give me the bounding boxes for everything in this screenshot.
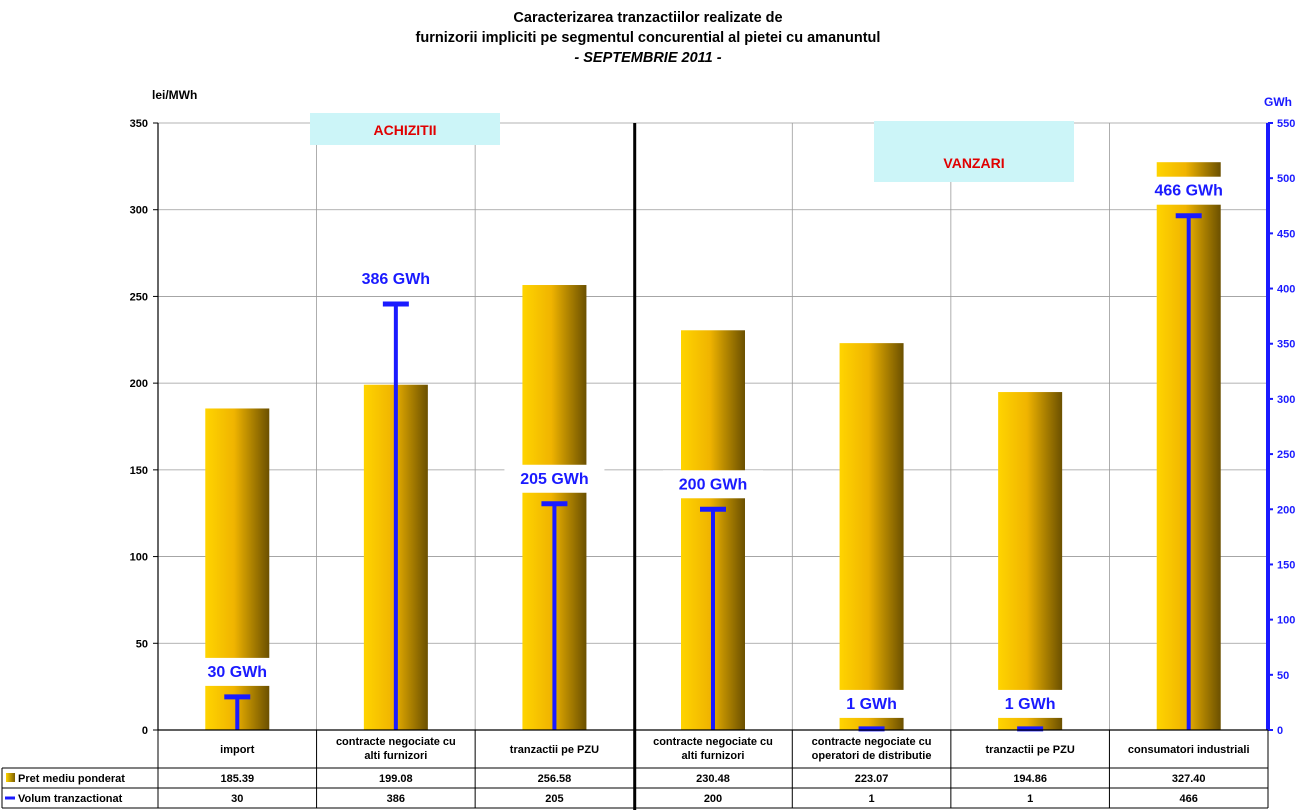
left-axis-tick-label: 100: [130, 552, 148, 564]
category-label: contracte negociate cu: [812, 736, 932, 748]
volume-data-label: 1 GWh: [1005, 696, 1056, 713]
volume-table-cell: 200: [704, 793, 722, 805]
price-table-cell: 256.58: [538, 773, 572, 785]
volume-label-bg: [504, 464, 605, 493]
volume-label-bg: [980, 689, 1081, 718]
right-axis-tick-label: 300: [1277, 394, 1295, 406]
category-label: contracte negociate cu: [653, 736, 773, 748]
right-axis-tick-label: 200: [1277, 504, 1295, 516]
chart-title-line-1: Caracterizarea tranzactiilor realizate d…: [513, 10, 782, 26]
volume-table-cell: 386: [387, 793, 405, 805]
volume-label-bg: [187, 657, 288, 686]
right-axis-tick-label: 350: [1277, 339, 1295, 351]
right-axis-unit: GWh: [1264, 95, 1292, 109]
volume-data-label: 466 GWh: [1154, 183, 1222, 200]
volume-table-cell: 1: [1027, 793, 1033, 805]
volume-data-label: 1 GWh: [846, 696, 897, 713]
volume-data-label: 205 GWh: [520, 471, 588, 488]
section-box-vanzari: [874, 121, 1074, 182]
category-label: import: [220, 744, 255, 756]
price-table-cell: 199.08: [379, 773, 413, 785]
right-axis-tick-label: 100: [1277, 615, 1295, 627]
category-label: contracte negociate cu: [336, 736, 456, 748]
left-axis-tick-label: 250: [130, 291, 148, 303]
price-table-cell: 327.40: [1172, 773, 1206, 785]
right-axis-tick-label: 150: [1277, 559, 1295, 571]
data-table: import contracte negociate cu alti furnizo…: [1, 730, 1269, 809]
right-axis-tick-label: 400: [1277, 284, 1295, 296]
volume-table-cell: 466: [1180, 793, 1198, 805]
section-labels: ACHIZITII VANZARI: [310, 113, 1074, 182]
price-table-cell: 230.48: [696, 773, 730, 785]
section-label-vanzari: VANZARI: [943, 155, 1004, 171]
left-axis-tick-label: 350: [130, 118, 148, 130]
price-bar: [998, 392, 1063, 730]
right-axis-tick-label: 550: [1277, 118, 1295, 130]
left-axis-tick-label: 300: [130, 205, 148, 217]
legend-label-price: Pret mediu ponderat: [18, 773, 125, 785]
price-table-cell: 223.07: [855, 773, 889, 785]
section-box-achizitii: [310, 113, 500, 145]
volume-data-label: 30 GWh: [208, 664, 268, 681]
left-axis-tick-label: 50: [136, 638, 148, 650]
right-axis-tick-label: 450: [1277, 228, 1295, 240]
category-label: alti furnizori: [364, 750, 427, 762]
volume-label-bg: [663, 470, 763, 499]
right-axis-tick-label: 50: [1277, 670, 1289, 682]
category-label: alti furnizori: [682, 750, 745, 762]
price-bar: [839, 343, 904, 730]
volume-table-cell: 30: [231, 793, 243, 805]
price-table-cell: 194.86: [1013, 773, 1047, 785]
category-label: tranzactii pe PZU: [986, 744, 1075, 756]
right-axis-tick-label: 0: [1277, 725, 1283, 737]
volume-label-bg: [821, 689, 922, 718]
category-label: operatori de distributie: [812, 750, 932, 762]
volume-label-bg: [345, 264, 446, 293]
axes: 0 50 100 150 200 250 300 350 0 50 100 150 200 250 300 3…: [130, 118, 1295, 810]
section-label-achizitii: ACHIZITII: [374, 122, 437, 138]
category-label: consumatori industriali: [1128, 744, 1250, 756]
volume-label-bg: [1138, 176, 1239, 205]
volume-markers: 30 GWh 386 GWh 205 GWh 200 GWh 1 GWh 1 GWh 466…: [187, 176, 1239, 732]
legend-swatch-price: [6, 773, 15, 782]
volume-data-label: 200 GWh: [679, 476, 747, 493]
volume-table-cell: 1: [869, 793, 875, 805]
volume-table-cell: 205: [545, 793, 563, 805]
right-axis-tick-label: 500: [1277, 173, 1295, 185]
left-axis-tick-label: 0: [142, 725, 148, 737]
left-axis-tick-label: 150: [130, 465, 148, 477]
category-label: tranzactii pe PZU: [510, 744, 599, 756]
legend-label-volume: Volum tranzactionat: [18, 793, 123, 805]
chart-title-line-2: furnizorii impliciti pe segmentul concur…: [416, 30, 881, 46]
left-axis-tick-label: 200: [130, 378, 148, 390]
chart-title-line-3: - SEPTEMBRIE 2011 -: [574, 50, 721, 66]
left-axis-unit: lei/MWh: [152, 88, 197, 102]
price-table-cell: 185.39: [220, 773, 254, 785]
right-axis-tick-label: 250: [1277, 449, 1295, 461]
volume-data-label: 386 GWh: [362, 271, 430, 288]
